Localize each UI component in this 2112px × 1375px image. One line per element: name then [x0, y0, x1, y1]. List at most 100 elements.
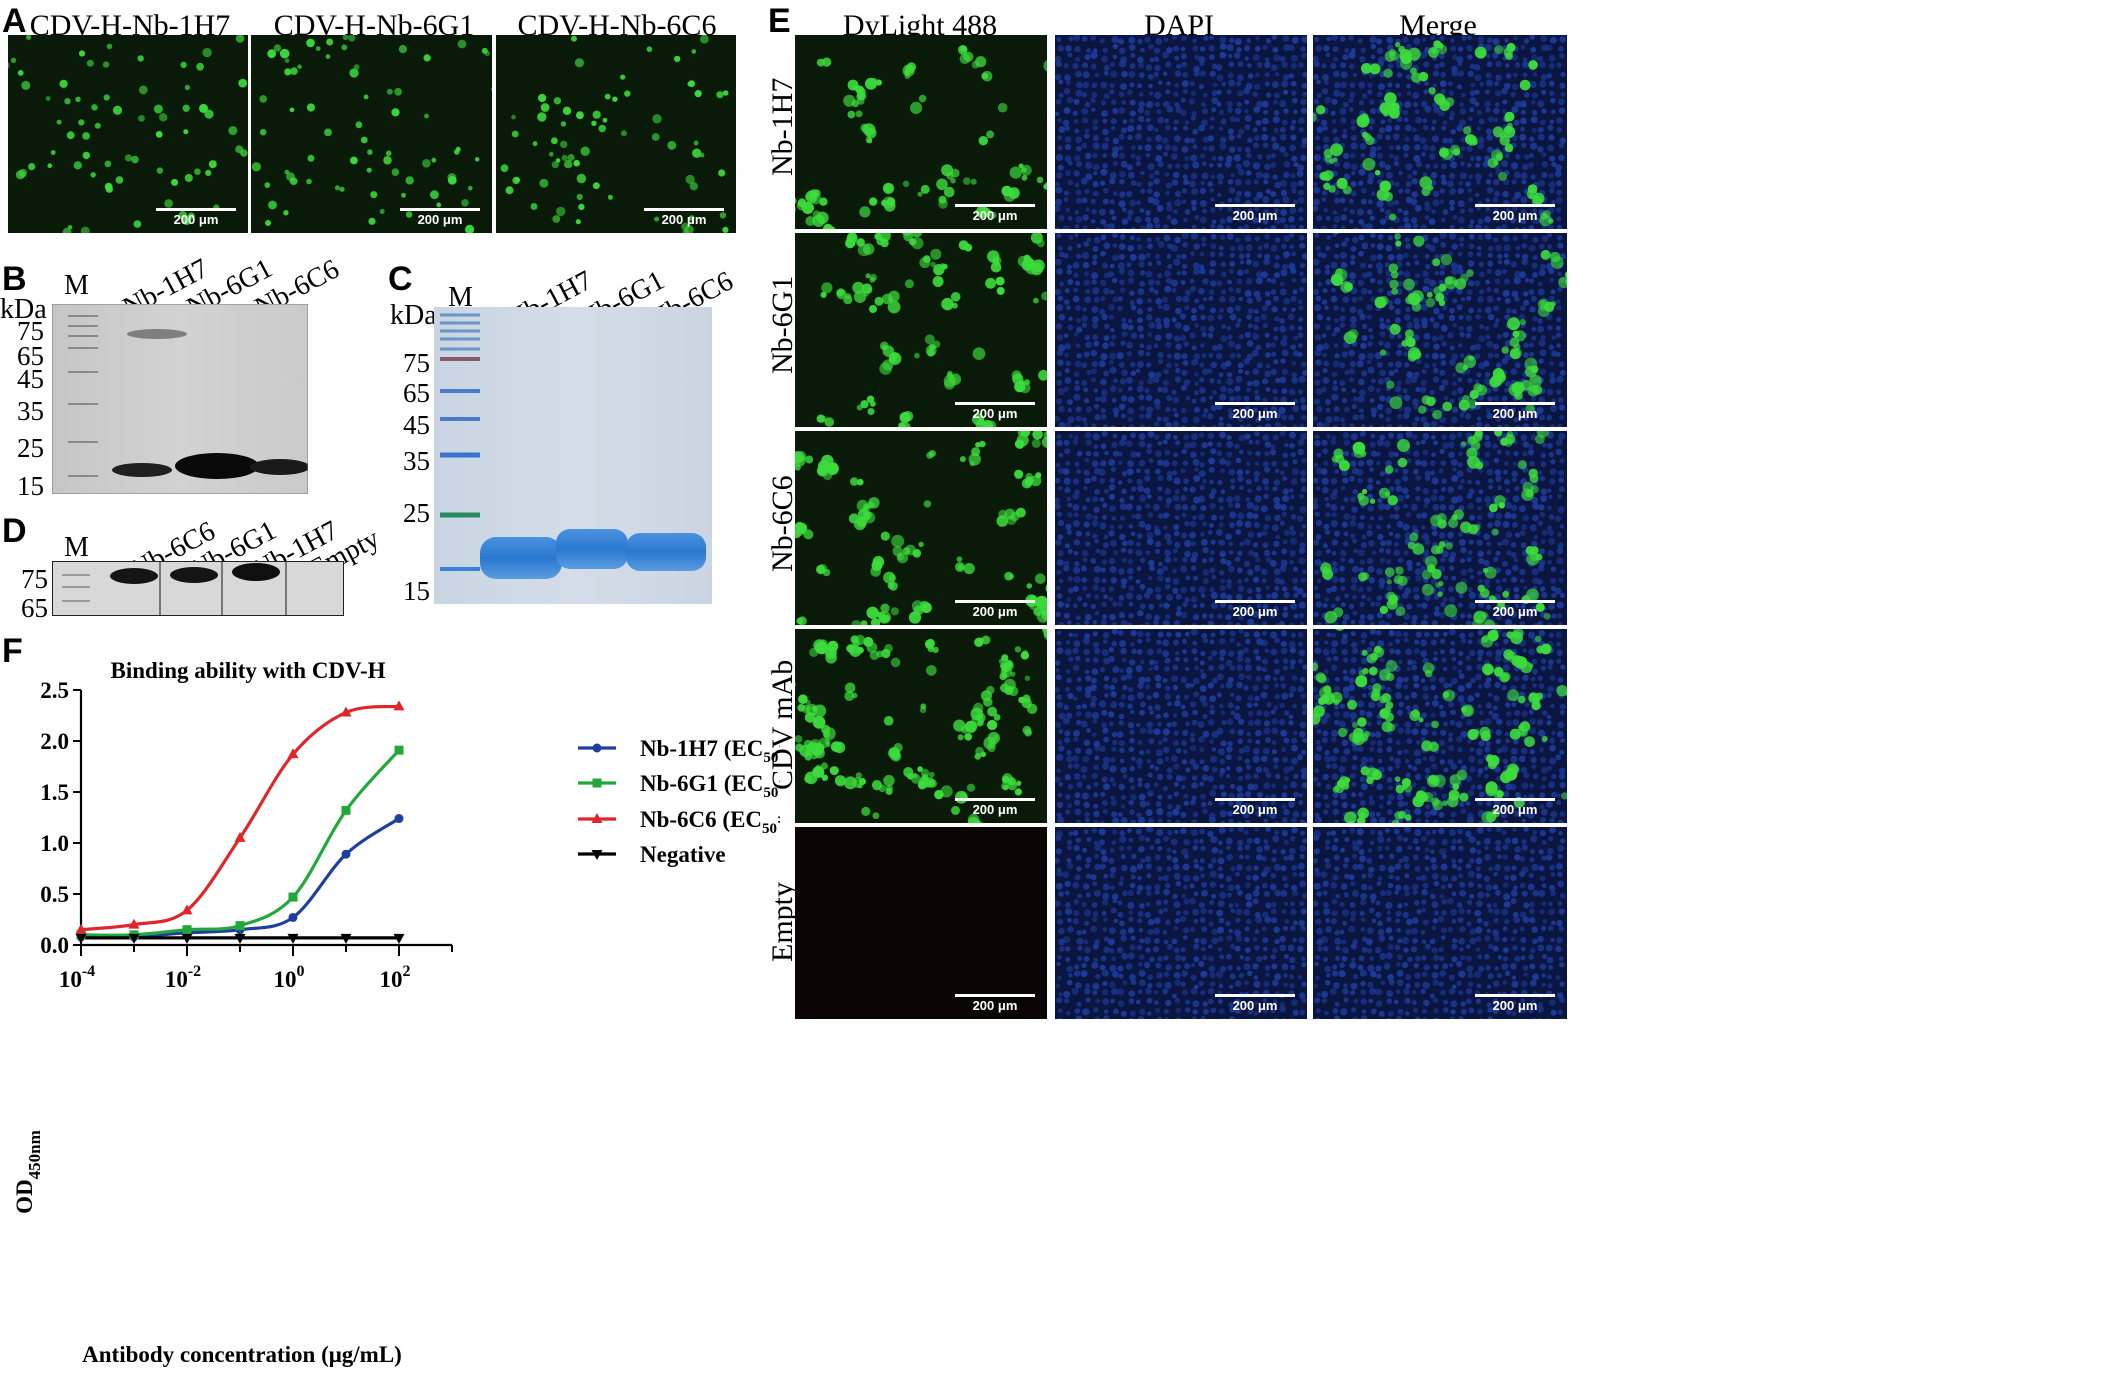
chart-y-tick-label: 2.0	[40, 729, 69, 754]
legend-marker	[592, 743, 602, 753]
legend-marker	[591, 813, 603, 823]
data-point	[340, 933, 352, 944]
data-point	[182, 925, 192, 935]
panel-c-mw-25: 25	[403, 498, 430, 528]
scale-bar-label: 200 μm	[1492, 998, 1538, 1013]
panel-c-kda-label: kDa	[390, 300, 437, 331]
scale-bar-label: 200 μm	[173, 212, 219, 227]
panel-b-kda-label: kDa	[0, 294, 47, 325]
panel-e-image-6g1-fluor: 200 μm	[795, 233, 1047, 427]
data-point	[340, 706, 352, 717]
scale-bar: 200 μm	[955, 994, 1035, 1013]
scale-bar-label: 200 μm	[1232, 802, 1278, 817]
scale-bar: 200 μm	[955, 600, 1035, 619]
series-line	[80, 749, 401, 937]
data-point	[288, 912, 298, 922]
legend-entry: Nb-6C6 (EC50=0.174μg/mL)	[640, 807, 780, 837]
scale-bar: 200 μm	[1475, 402, 1555, 421]
scale-bar-label: 200 μm	[1492, 604, 1538, 619]
panel-b-mw-75: 75	[17, 316, 44, 346]
scale-bar: 200 μm	[644, 208, 724, 227]
scale-bar-label: 200 μm	[972, 604, 1018, 619]
panel-e-image-6c6-fluor: 200 μm	[795, 431, 1047, 625]
panel-e-image-cdv-mab-merge: 200 μm	[1313, 629, 1567, 823]
series-line	[80, 704, 400, 932]
binding-ability-chart: Binding ability with CDV-H Antibody conc…	[12, 658, 780, 1367]
data-point	[287, 933, 299, 944]
panel-c-mw-65: 65	[403, 378, 430, 408]
scale-bar: 200 μm	[1215, 994, 1295, 1013]
scale-bar-label: 200 μm	[1492, 406, 1538, 421]
legend-marker	[592, 778, 602, 788]
data-point	[75, 933, 87, 944]
panel-a-image-1h7: 200 μm	[8, 35, 248, 233]
chart-y-tick-label: 2.5	[40, 678, 69, 703]
scale-bar: 200 μm	[1215, 402, 1295, 421]
panel-c-mw-45: 45	[403, 410, 430, 440]
panel-d-mw-65: 65	[21, 593, 48, 623]
panel-c-mw-15: 15	[403, 576, 430, 606]
chart-y-axis-label-main: OD	[12, 1179, 37, 1214]
panel-c-coomassie-gel	[434, 307, 712, 604]
chart-x-tick-label: 100	[274, 963, 305, 992]
data-point	[393, 700, 405, 711]
scale-bar-label: 200 μm	[661, 212, 707, 227]
scale-bar: 200 μm	[955, 402, 1035, 421]
scale-bar: 200 μm	[1475, 798, 1555, 817]
chart-y-tick-label: 1.0	[40, 831, 69, 856]
panel-label-e: E	[768, 2, 791, 40]
scale-bar: 200 μm	[1475, 600, 1555, 619]
panel-e-image-6c6-dapi: 200 μm	[1055, 431, 1307, 625]
panel-e-image-1h7-merge: 200 μm	[1313, 35, 1567, 229]
data-point	[393, 933, 405, 944]
panel-b-mw-65: 65	[17, 341, 44, 371]
scale-bar-label: 200 μm	[1492, 802, 1538, 817]
chart-x-tick-label: 10-2	[165, 963, 201, 992]
scale-bar-label: 200 μm	[1492, 208, 1538, 223]
scale-bar-label: 200 μm	[1232, 208, 1278, 223]
chart-x-tick-label: 102	[380, 963, 411, 992]
data-point	[394, 814, 404, 824]
panel-e-image-cdv-mab-fluor: 200 μm	[795, 629, 1047, 823]
panel-label-b: B	[2, 260, 27, 298]
data-point	[75, 923, 87, 934]
data-point	[181, 904, 193, 915]
panel-label-f: F	[2, 632, 23, 670]
scale-bar-label: 200 μm	[972, 406, 1018, 421]
scale-bar-label: 200 μm	[972, 208, 1018, 223]
scale-bar-label: 200 μm	[1232, 998, 1278, 1013]
scale-bar: 200 μm	[1215, 600, 1295, 619]
panel-label-d: D	[2, 512, 27, 550]
scale-bar: 200 μm	[955, 204, 1035, 223]
chart-y-tick-label: 1.5	[40, 780, 69, 805]
chart-x-tick-label: 10-4	[59, 963, 95, 992]
data-point	[181, 933, 193, 944]
data-point	[287, 748, 299, 759]
chart-y-tick-label: 0.0	[40, 933, 69, 958]
panel-e-image-6g1-merge: 200 μm	[1313, 233, 1567, 427]
panel-a-image-6c6: 200 μm	[496, 35, 736, 233]
chart-title: Binding ability with CDV-H	[111, 658, 386, 683]
data-point	[234, 933, 246, 944]
panel-b-marker-label: M	[64, 270, 89, 301]
panel-b-mw-15: 15	[17, 471, 44, 501]
chart-y-tick-label: 0.5	[40, 882, 69, 907]
scale-bar-label: 200 μm	[972, 802, 1018, 817]
scale-bar: 200 μm	[400, 208, 480, 227]
panel-d-western-blot	[51, 560, 345, 617]
panel-b-mw-45: 45	[17, 364, 44, 394]
data-point	[288, 892, 298, 902]
panel-b-mw-35: 35	[17, 396, 44, 426]
panel-e-image-1h7-fluor: 200 μm	[795, 35, 1047, 229]
chart-x-axis-label: Antibody concentration (μg/mL)	[82, 1342, 402, 1367]
panel-c-mw-75: 75	[403, 348, 430, 378]
legend-entry: Nb-1H7 (EC50=5.623μg/mL)	[640, 736, 780, 766]
panel-e-image-1h7-dapi: 200 μm	[1055, 35, 1307, 229]
panel-c-marker-label: M	[448, 282, 473, 313]
data-point	[234, 831, 246, 842]
panel-c-mw-35: 35	[403, 446, 430, 476]
panel-e-image-cdv-mab-dapi: 200 μm	[1055, 629, 1307, 823]
scale-bar-label: 200 μm	[1232, 604, 1278, 619]
chart-y-axis-label: OD450nm	[12, 1130, 44, 1214]
data-point	[128, 918, 140, 929]
